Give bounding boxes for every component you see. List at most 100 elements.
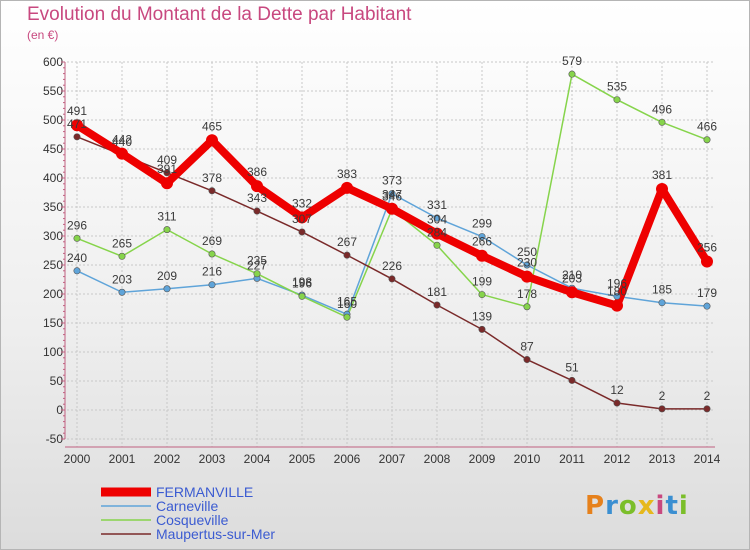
data-point [343,251,351,259]
data-label: 471 [67,117,87,131]
data-label: 196 [292,276,312,290]
y-tick-label: 0 [56,403,63,417]
data-label: 203 [112,272,132,286]
data-label: 250 [517,245,537,259]
data-point [388,275,396,283]
data-point [703,136,711,144]
y-tick-label: 450 [43,142,63,156]
data-point [118,288,126,296]
data-point [566,286,578,299]
data-label: 311 [157,210,176,224]
data-point [298,292,306,300]
data-point [386,202,398,215]
data-label: 491 [67,104,87,118]
data-label: 227 [247,258,267,272]
data-point [658,405,666,413]
data-point [476,249,488,262]
data-point [703,302,711,310]
data-label: 346 [382,189,402,203]
legend-label: Carneville [156,498,218,514]
y-tick-label: 500 [43,113,63,127]
data-label: 381 [652,168,672,182]
data-point [656,183,668,196]
data-label: 296 [67,218,87,232]
data-label: 440 [112,135,132,149]
data-label: 299 [472,217,492,231]
data-point [478,291,486,299]
y-tick-label: 100 [43,345,63,359]
x-tick-label: 2011 [559,452,585,466]
x-tick-label: 2009 [469,452,496,466]
data-label: 378 [202,171,222,185]
data-point [163,169,171,177]
data-label: 160 [337,297,357,311]
y-tick-label: 250 [43,258,63,272]
data-label: 181 [427,285,447,299]
x-tick-label: 2013 [649,452,676,466]
data-label: 332 [292,196,312,210]
data-point [253,207,261,215]
data-point [478,233,486,241]
data-label: 209 [157,269,177,283]
data-label: 199 [472,275,492,289]
data-label: 391 [157,162,177,176]
data-label: 347 [382,188,402,202]
data-point [251,180,263,193]
chart-title: Evolution du Montant de la Dette par Hab… [27,4,412,25]
data-label: 51 [565,360,579,374]
data-point [208,187,216,195]
x-tick-label: 2010 [514,452,541,466]
data-point [613,399,621,407]
data-point [433,214,441,222]
data-point [73,234,81,242]
x-tick-label: 2000 [64,452,91,466]
x-tick-label: 2003 [199,452,226,466]
data-label: 265 [112,236,132,250]
y-tick-label: 150 [43,316,63,330]
data-point [208,250,216,258]
data-point [433,241,441,249]
legend-label: Cosqueville [156,512,229,528]
x-tick-label: 2004 [244,452,271,466]
data-point [118,252,126,260]
y-tick-label: 600 [43,55,63,69]
x-tick-label: 2008 [424,452,451,466]
data-label: 386 [247,165,267,179]
data-point [296,211,308,224]
data-point [206,134,218,147]
x-tick-label: 2001 [109,452,136,466]
data-point [523,303,531,311]
data-point [253,270,261,278]
data-label: 2 [704,389,711,403]
data-label: 210 [562,268,582,282]
x-tick-label: 2005 [289,452,316,466]
data-label: 343 [247,191,267,205]
data-label: 179 [697,286,717,300]
data-label: 304 [427,213,447,227]
data-label: 12 [610,383,624,397]
data-label: 178 [517,287,537,301]
data-point [341,181,353,194]
data-label: 256 [697,241,717,255]
data-point [116,147,128,160]
y-tick-label: 550 [43,84,63,98]
data-point [658,118,666,126]
data-label: 331 [427,198,447,212]
data-label: 180 [607,285,627,299]
y-tick-label: 300 [43,229,63,243]
data-point [433,301,441,309]
data-point [613,96,621,104]
data-label: 2 [659,389,666,403]
data-point [208,281,216,289]
data-point [521,270,533,283]
data-point [613,292,621,300]
data-point [71,119,83,132]
data-label: 165 [337,294,357,308]
data-label: 466 [697,120,717,134]
data-label: 442 [112,133,132,147]
data-point [163,226,171,234]
data-label: 284 [427,225,447,239]
data-point [703,405,711,413]
data-label: 203 [562,271,582,285]
